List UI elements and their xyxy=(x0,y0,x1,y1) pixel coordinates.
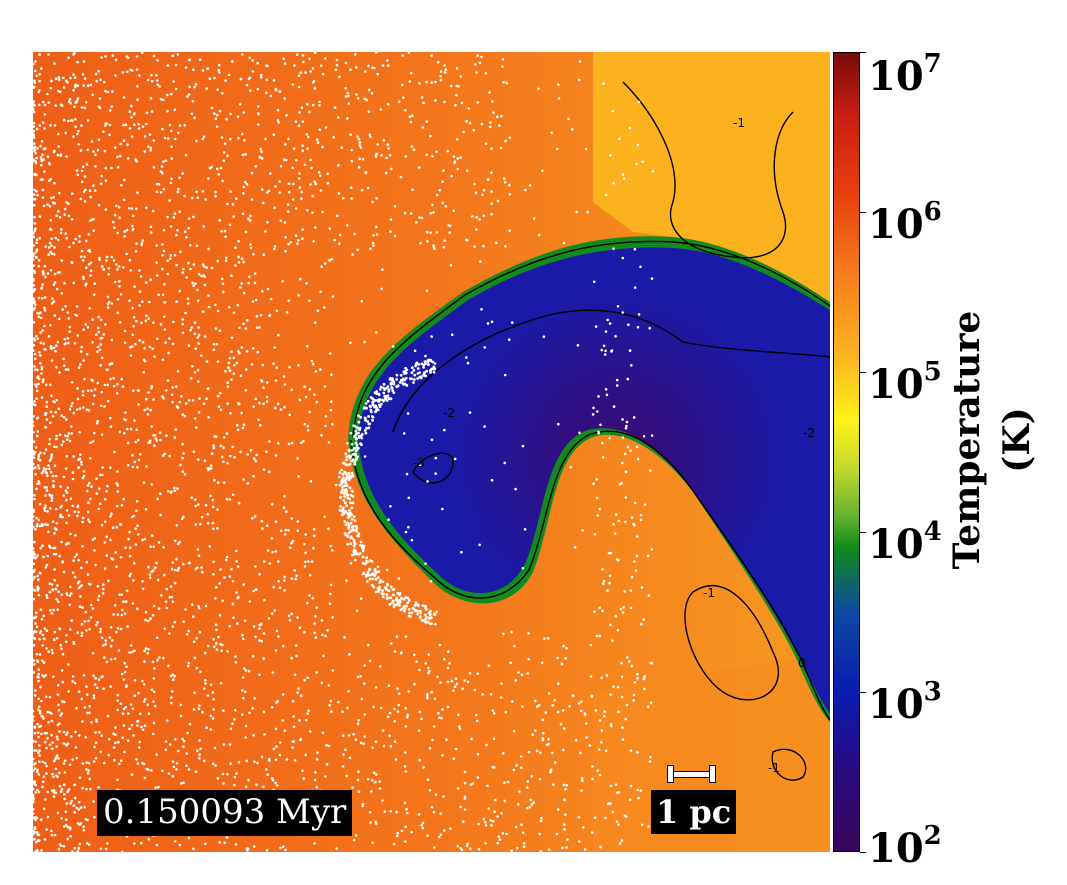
colorbar-tick-label: 107 xyxy=(868,49,942,100)
contour-label: -2 xyxy=(803,426,815,440)
scale-bar-cap-left xyxy=(667,765,674,783)
warm-region-top-right xyxy=(593,52,830,302)
colorbar-tick-label: 106 xyxy=(868,197,942,248)
temperature-map-svg: -1 -2 -3 -2 -1 -1 0 xyxy=(33,52,830,852)
colorbar-tick-label: 104 xyxy=(868,517,942,568)
cold-cloud-body xyxy=(358,247,830,714)
colorbar-tick xyxy=(860,532,866,533)
simulation-map: -1 -2 -3 -2 -1 -1 0 xyxy=(33,52,830,852)
contour-label: 0 xyxy=(798,656,806,670)
scale-bar-line xyxy=(668,771,714,778)
contour-label: -1 xyxy=(768,761,780,775)
time-label: 0.150093 Myr xyxy=(97,790,353,836)
scale-bar: 1 pc xyxy=(648,760,738,840)
colorbar-tick xyxy=(860,852,866,853)
contour-label: -3 xyxy=(413,456,425,470)
contour-label: -1 xyxy=(703,586,715,600)
colorbar-tick xyxy=(860,212,866,213)
colorbar-tick xyxy=(860,692,866,693)
colorbar-tick xyxy=(860,52,866,53)
contour-label: -2 xyxy=(443,406,455,420)
colorbar-tick-label: 103 xyxy=(868,677,942,728)
temperature-colorbar xyxy=(833,52,860,852)
colorbar-title: Temperature (K) xyxy=(946,310,1038,570)
colorbar-tick-label: 105 xyxy=(868,357,942,408)
colorbar-tick xyxy=(860,372,866,373)
scale-bar-cap-right xyxy=(709,765,716,783)
colorbar-tick-label: 102 xyxy=(868,821,942,872)
particle-field xyxy=(33,52,655,852)
scale-bar-label: 1 pc xyxy=(651,790,737,834)
contour-label: -1 xyxy=(733,116,745,130)
